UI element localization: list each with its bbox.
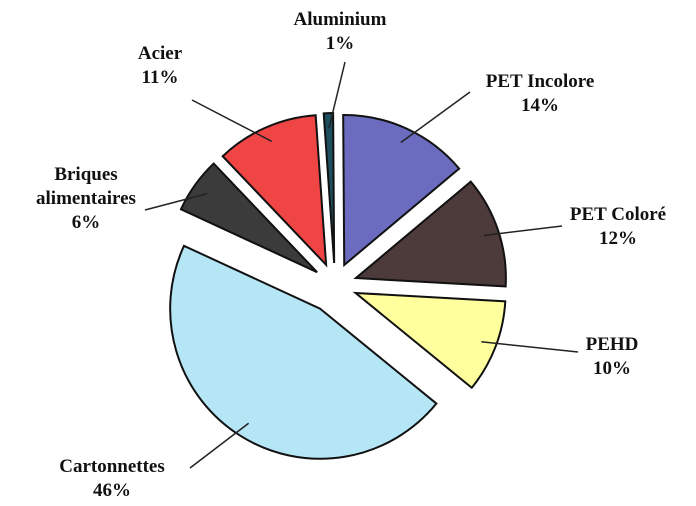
slice-value-label: 46%	[93, 480, 131, 501]
leader-line	[483, 225, 563, 237]
pie-slice	[352, 291, 507, 390]
pie-slice	[342, 114, 461, 268]
slice-label: PEHD	[585, 334, 639, 355]
slice-label: Aluminium	[293, 9, 387, 30]
slice-value-label: 6%	[71, 212, 101, 233]
slice-value-label: 1%	[325, 33, 355, 54]
pie-slice	[221, 114, 328, 268]
slice-value-label: 11%	[141, 67, 179, 88]
slice-value-label: 14%	[521, 95, 559, 116]
slice-label: PET Coloré	[569, 204, 667, 225]
slice-value-label: 12%	[599, 228, 637, 249]
leader-line	[481, 341, 579, 353]
slice-label: Cartonnettes	[59, 456, 165, 477]
slice-value-label: 10%	[593, 358, 631, 379]
slice-label: Acier	[137, 43, 183, 64]
slice-label: Briques alimentaires	[36, 164, 136, 209]
leader-line	[144, 192, 208, 211]
pie-slice	[353, 180, 507, 288]
leader-line	[191, 99, 272, 143]
slice-label: PET Incolore	[485, 71, 595, 92]
leader-line	[328, 61, 346, 129]
leader-line	[189, 422, 250, 469]
pie-slice	[179, 162, 318, 274]
leader-line	[400, 91, 471, 144]
pie-slice	[169, 244, 438, 460]
